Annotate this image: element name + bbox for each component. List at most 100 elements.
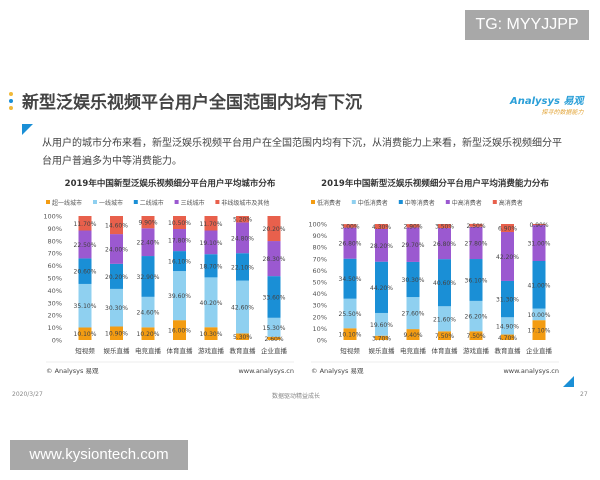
data-label: 18.70% xyxy=(200,263,223,270)
bar-segment xyxy=(532,261,546,309)
data-label: 5.20% xyxy=(233,217,252,224)
data-label: 24.00% xyxy=(105,246,128,253)
analysys-logo: Analysys 易观 探寻的数据能力 xyxy=(510,96,584,116)
data-label: 10.20% xyxy=(137,331,160,338)
bar-segment xyxy=(438,331,451,340)
y-tick-label: 50% xyxy=(313,279,327,287)
bar-segment xyxy=(236,333,249,340)
bar-segment xyxy=(141,296,155,328)
triangle-marker-icon xyxy=(22,124,33,135)
data-label: 24.80% xyxy=(231,235,254,242)
legend-swatch xyxy=(93,200,97,204)
bar-segment xyxy=(469,223,483,227)
bar-segment xyxy=(532,320,546,340)
data-label: 19.10% xyxy=(200,240,223,247)
data-label: 9.90% xyxy=(138,220,157,227)
legend-label: 一线城市 xyxy=(99,199,123,207)
x-tick-label: 电竞直播 xyxy=(400,346,427,355)
legend-label: 中高消费者 xyxy=(452,199,482,207)
bar-segment xyxy=(78,216,92,231)
data-label: 4.30% xyxy=(372,224,391,231)
data-label: 3.00% xyxy=(340,223,359,230)
y-tick-label: 0% xyxy=(317,337,327,345)
data-label: 5.30% xyxy=(233,334,252,341)
data-label: 31.30% xyxy=(496,297,519,304)
data-label: 6.90% xyxy=(498,226,517,233)
bar-segment xyxy=(267,317,281,337)
y-tick-label: 90% xyxy=(48,225,62,233)
x-tick-label: 电竞直播 xyxy=(135,346,162,355)
x-tick-label: 短视频 xyxy=(340,346,360,355)
bar-segment xyxy=(141,216,155,229)
legend-label: 中低消费者 xyxy=(358,199,388,207)
data-label: 34.50% xyxy=(339,276,362,283)
bar-segment xyxy=(343,227,357,259)
data-label: 20.20% xyxy=(105,274,128,281)
watermark-bottom: www.kysiontech.com xyxy=(10,440,188,470)
data-label: 11.70% xyxy=(200,221,223,228)
data-label: 44.20% xyxy=(370,285,393,292)
legend-label: 三线城市 xyxy=(181,199,205,207)
chart-source: © Analysys 易观 xyxy=(311,367,364,375)
y-tick-label: 60% xyxy=(48,262,62,270)
x-tick-label: 游戏直播 xyxy=(198,346,225,355)
data-label: 16.10% xyxy=(168,259,191,266)
bar-segment xyxy=(78,258,92,284)
bar-segment xyxy=(267,336,281,340)
bar-segment xyxy=(343,298,357,329)
chart-source-url: www.analysys.cn xyxy=(503,367,559,375)
data-label: 32.90% xyxy=(137,274,160,281)
bar-segment xyxy=(78,327,92,340)
bar-segment xyxy=(375,312,388,336)
y-tick-label: 0% xyxy=(52,337,62,345)
data-label: 27.80% xyxy=(465,240,488,247)
bar-segment xyxy=(110,216,123,235)
bar-segment xyxy=(343,258,357,299)
page-title: 新型泛娱乐视频平台用户全国范围内均有下沉 xyxy=(22,93,362,113)
data-label: 40.20% xyxy=(200,300,223,307)
bar-segment xyxy=(343,224,357,228)
data-label: 21.60% xyxy=(433,316,456,323)
y-tick-label: 80% xyxy=(313,244,327,252)
bar-segment xyxy=(501,317,514,335)
data-label: 27.60% xyxy=(402,311,425,318)
bar-segment xyxy=(501,232,514,281)
data-label: 4.70% xyxy=(498,335,517,342)
bar-segment xyxy=(406,297,420,330)
legend-swatch xyxy=(133,200,138,204)
bar-segment xyxy=(236,253,249,281)
bar-segment xyxy=(532,225,546,262)
data-label: 10.30% xyxy=(200,331,223,338)
legend-label: 高消费者 xyxy=(499,199,523,207)
bar-segment xyxy=(501,334,514,340)
data-label: 39.60% xyxy=(168,293,191,300)
x-tick-label: 体育直播 xyxy=(167,346,194,355)
city-distribution-chart: 2019年中国新型泛娱乐视频细分平台用户平均城市分布 超一线城市 一线城市 二线城市 三… xyxy=(40,170,300,380)
chart-title: 2019年中国新型泛娱乐视频细分平台用户平均城市分布 xyxy=(65,178,276,189)
bar-segment xyxy=(532,308,546,321)
data-label: 22.40% xyxy=(137,240,160,247)
bar-segment xyxy=(173,320,186,340)
legend-swatch xyxy=(398,200,403,204)
data-label: 20.20% xyxy=(263,226,286,233)
bar-segment xyxy=(375,228,388,262)
data-label: 26.80% xyxy=(339,241,362,248)
footer-date: 2020/3/27 xyxy=(12,391,43,398)
data-label: 19.60% xyxy=(370,322,393,329)
data-label: 10.10% xyxy=(74,331,97,338)
y-tick-label: 40% xyxy=(313,290,327,298)
bar-segment xyxy=(204,230,218,255)
y-tick-label: 60% xyxy=(313,267,327,275)
y-tick-label: 90% xyxy=(313,232,327,240)
data-label: 24.60% xyxy=(137,310,160,317)
legend-swatch xyxy=(492,200,497,204)
description-text: 从用户的城市分布来看，新型泛娱乐视频平台用户在全国范围内均有下沉，从消费能力上来… xyxy=(42,138,562,167)
data-label: 28.30% xyxy=(263,256,286,263)
data-label: 25.50% xyxy=(339,311,362,318)
data-label: 7.50% xyxy=(466,333,485,340)
data-label: 9.40% xyxy=(403,332,422,339)
y-tick-label: 20% xyxy=(48,312,62,320)
data-label: 17.80% xyxy=(168,238,191,245)
bar-segment xyxy=(469,300,483,332)
data-label: 16.00% xyxy=(168,328,191,335)
